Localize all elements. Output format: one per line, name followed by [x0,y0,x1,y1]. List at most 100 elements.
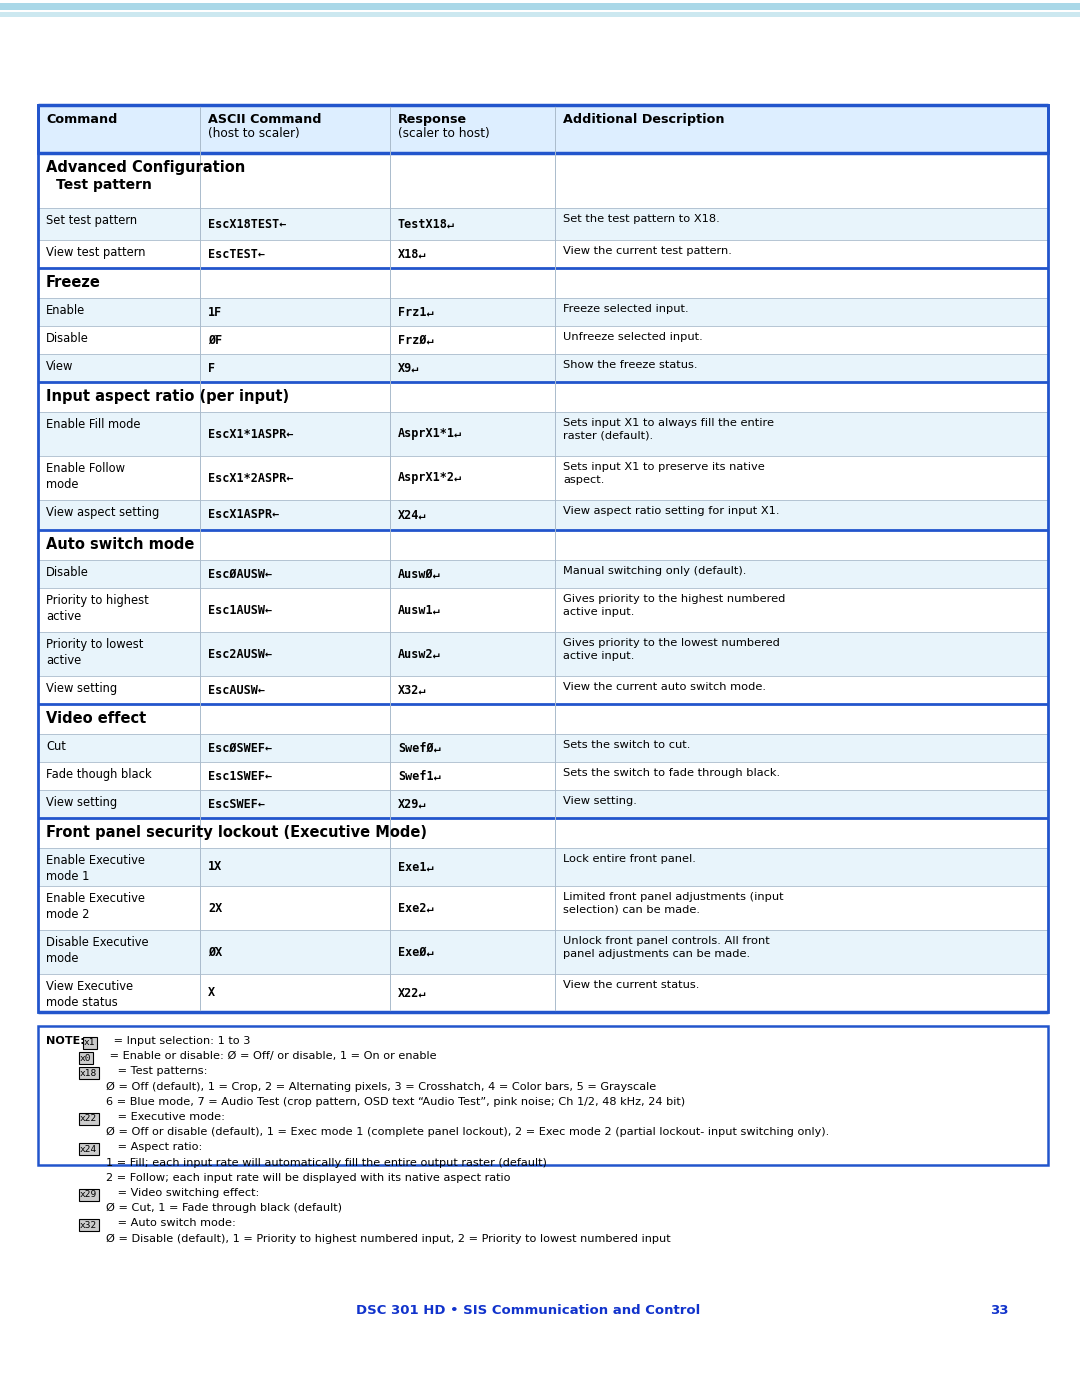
Bar [38,819,1048,848]
Text: View setting: View setting [46,682,117,694]
Text: X22↵: X22↵ [399,986,427,999]
Text: x29: x29 [80,1190,97,1200]
Text: = Executive mode:: = Executive mode: [114,1112,225,1122]
Text: Cut: Cut [46,740,66,753]
Bar [38,412,1048,455]
Text: Frz1↵: Frz1↵ [399,306,434,319]
Text: Disable: Disable [46,566,89,578]
Bar [38,588,1048,631]
Text: EscX18TEST←: EscX18TEST← [208,218,286,231]
Text: Sets input X1 to preserve its native
aspect.: Sets input X1 to preserve its native asp… [563,462,765,485]
Text: EscX1*2ASPR←: EscX1*2ASPR← [208,472,294,485]
Bar [0,13,1080,17]
Bar [0,3,1080,10]
Text: ExeØ↵: ExeØ↵ [399,946,434,958]
Text: NOTE:: NOTE: [46,1037,84,1046]
Text: AsprX1*2↵: AsprX1*2↵ [399,472,462,485]
Bar [38,886,1048,930]
Bar [38,848,1048,886]
Text: X18↵: X18↵ [399,247,427,260]
Text: 2 = Follow; each input rate will be displayed with its native aspect ratio: 2 = Follow; each input rate will be disp… [106,1173,511,1183]
Text: Ø = Off or disable (default), 1 = Exec mode 1 (complete panel lockout), 2 = Exec: Ø = Off or disable (default), 1 = Exec m… [106,1127,829,1137]
Bar [38,560,1048,588]
Bar [38,529,1048,560]
Text: Sets input X1 to always fill the entire
raster (default).: Sets input X1 to always fill the entire … [563,418,774,441]
Bar [38,704,1048,733]
Text: 2X: 2X [208,901,222,915]
Text: Ø = Off (default), 1 = Crop, 2 = Alternating pixels, 3 = Crosshatch, 4 = Color b: Ø = Off (default), 1 = Crop, 2 = Alterna… [106,1081,657,1092]
Text: Enable Executive
mode 2: Enable Executive mode 2 [46,893,145,922]
Text: = Test patterns:: = Test patterns: [114,1066,207,1077]
Text: EscX1ASPR←: EscX1ASPR← [208,509,280,521]
Bar [38,154,1048,208]
Text: AuswØ↵: AuswØ↵ [399,567,441,581]
Text: Priority to highest
active: Priority to highest active [46,594,149,623]
Bar [38,268,1048,298]
Text: = Enable or disable: Ø = Off/ or disable, 1 = On or enable: = Enable or disable: Ø = Off/ or disable… [106,1051,436,1062]
Text: 6 = Blue mode, 7 = Audio Test (crop pattern, OSD text “Audio Test”, pink noise; : 6 = Blue mode, 7 = Audio Test (crop patt… [106,1097,685,1106]
Text: Set test pattern: Set test pattern [46,214,137,226]
Text: View the current test pattern.: View the current test pattern. [563,246,732,256]
Text: Exe1↵: Exe1↵ [399,861,434,873]
Bar [38,298,1048,326]
Text: Lock entire front panel.: Lock entire front panel. [563,854,696,863]
Text: x24: x24 [80,1144,97,1154]
Text: 1 = Fill; each input rate will automatically fill the entire output raster (defa: 1 = Fill; each input rate will automatic… [106,1158,546,1168]
Text: x1: x1 [84,1038,95,1048]
Text: View: View [46,360,73,373]
Text: X29↵: X29↵ [399,798,427,810]
Text: F: F [208,362,215,374]
Text: Ø = Cut, 1 = Fade through black (default): Ø = Cut, 1 = Fade through black (default… [106,1203,342,1214]
Bar [38,1025,1048,1165]
Text: Unfreeze selected input.: Unfreeze selected input. [563,332,703,342]
Bar [38,105,1048,1011]
Text: EscØSWEF←: EscØSWEF← [208,742,272,754]
Text: = Input selection: 1 to 3: = Input selection: 1 to 3 [110,1037,251,1046]
Text: Enable: Enable [46,305,85,317]
Text: Test pattern: Test pattern [56,177,152,191]
Text: Show the freeze status.: Show the freeze status. [563,360,698,370]
Text: Response: Response [399,113,468,126]
Text: X9↵: X9↵ [399,362,419,374]
Text: x0: x0 [80,1053,92,1063]
Bar [38,240,1048,268]
Text: Freeze: Freeze [46,275,100,291]
Bar [38,761,1048,789]
Text: Advanced Configuration: Advanced Configuration [46,161,245,175]
Text: x22: x22 [80,1115,97,1123]
Text: Esc1SWEF←: Esc1SWEF← [208,770,272,782]
Text: ØF: ØF [208,334,222,346]
Text: Fade though black: Fade though black [46,768,151,781]
Bar [38,326,1048,353]
Bar [38,455,1048,500]
Text: X24↵: X24↵ [399,509,427,521]
Text: Front panel security lockout (Executive Mode): Front panel security lockout (Executive … [46,826,427,840]
Text: DSC 301 HD • SIS Communication and Control: DSC 301 HD • SIS Communication and Contr… [355,1303,700,1316]
Text: Esc2AUSW←: Esc2AUSW← [208,647,272,661]
Text: x18: x18 [80,1069,97,1077]
Text: 1F: 1F [208,306,222,319]
Text: X32↵: X32↵ [399,683,427,697]
Text: Freeze selected input.: Freeze selected input. [563,305,689,314]
Text: 33: 33 [990,1303,1009,1316]
Text: x32: x32 [80,1221,97,1229]
Text: Disable Executive
mode: Disable Executive mode [46,936,149,965]
Text: Sets the switch to fade through black.: Sets the switch to fade through black. [563,768,780,778]
Bar [38,789,1048,819]
Text: View the current status.: View the current status. [563,981,700,990]
Text: Gives priority to the highest numbered
active input.: Gives priority to the highest numbered a… [563,594,785,617]
Text: Swef1↵: Swef1↵ [399,770,441,782]
Text: Manual switching only (default).: Manual switching only (default). [563,566,746,576]
Text: Priority to lowest
active: Priority to lowest active [46,638,144,668]
Text: Command: Command [46,113,118,126]
Text: = Aspect ratio:: = Aspect ratio: [114,1143,202,1153]
Bar [38,676,1048,704]
Text: Additional Description: Additional Description [563,113,725,126]
Text: Enable Follow
mode: Enable Follow mode [46,462,125,492]
Text: View test pattern: View test pattern [46,246,146,258]
Text: Gives priority to the lowest numbered
active input.: Gives priority to the lowest numbered ac… [563,638,780,661]
Text: Disable: Disable [46,332,89,345]
Text: Auto switch mode: Auto switch mode [46,536,194,552]
Text: Esc1AUSW←: Esc1AUSW← [208,604,272,616]
Text: Ausw2↵: Ausw2↵ [399,647,441,661]
